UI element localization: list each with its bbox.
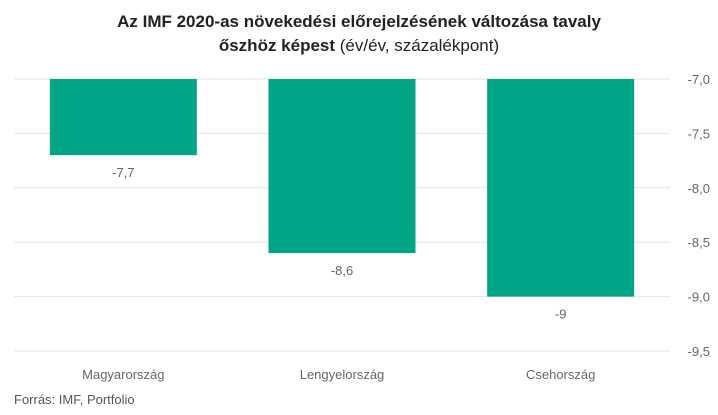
data-label: -8,6	[331, 263, 353, 278]
bar	[268, 79, 416, 254]
chart-title-bold: őszhöz képest	[218, 36, 336, 55]
chart-title-line2: őszhöz képest (év/év, százalékpont)	[0, 34, 718, 58]
y-tick-label: -9,0	[688, 290, 710, 305]
x-tick-label: Lengyelország	[300, 367, 385, 382]
chart-title-rest: (év/év, százalékpont)	[335, 36, 500, 55]
x-tick-label: Csehország	[526, 367, 595, 382]
source-note: Forrás: IMF, Portfolio	[14, 392, 135, 407]
data-label: -9	[555, 307, 567, 322]
bar	[49, 79, 197, 156]
y-tick-label: -8,5	[688, 235, 710, 250]
y-tick-label: -9,5	[688, 344, 710, 359]
y-tick-label: -7,5	[688, 126, 710, 141]
chart-title-line1: Az IMF 2020-as növekedési előrejelzéséne…	[117, 12, 601, 31]
y-tick-label: -8,0	[688, 181, 710, 196]
x-tick-label: Magyarország	[82, 367, 164, 382]
y-tick-label: -7,0	[688, 72, 710, 87]
data-label: -7,7	[112, 165, 134, 180]
bar	[487, 79, 635, 297]
